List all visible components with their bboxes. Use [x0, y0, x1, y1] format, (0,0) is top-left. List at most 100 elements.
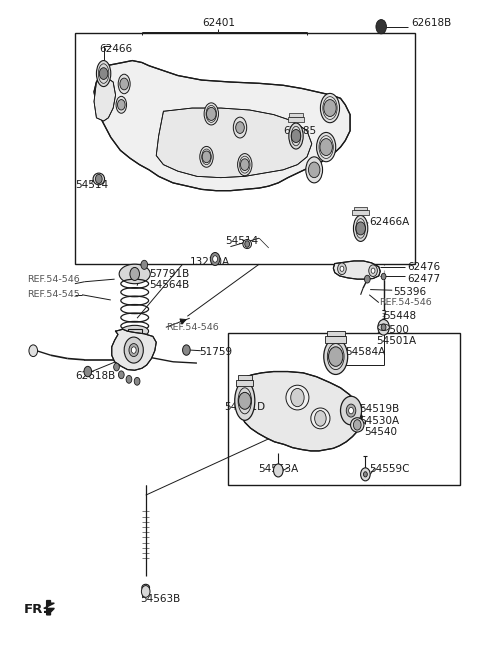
Text: 62466: 62466: [99, 44, 132, 55]
Text: REF.54-546: REF.54-546: [379, 298, 432, 307]
Circle shape: [360, 468, 370, 481]
Circle shape: [134, 378, 140, 385]
Text: REF.54-546: REF.54-546: [166, 323, 218, 332]
Circle shape: [114, 363, 120, 371]
Circle shape: [376, 20, 386, 34]
Text: 54501A: 54501A: [376, 336, 417, 346]
Circle shape: [346, 404, 356, 417]
Circle shape: [353, 420, 361, 430]
Circle shape: [236, 122, 244, 134]
Circle shape: [119, 371, 124, 379]
Circle shape: [369, 265, 377, 276]
Text: 54564B: 54564B: [149, 280, 189, 290]
Circle shape: [291, 389, 304, 407]
Ellipse shape: [93, 173, 105, 185]
Circle shape: [245, 241, 250, 247]
Circle shape: [381, 324, 386, 331]
Bar: [326, 331, 345, 336]
Text: 62401: 62401: [202, 18, 235, 29]
Ellipse shape: [317, 132, 336, 162]
Circle shape: [118, 100, 125, 110]
Circle shape: [315, 411, 326, 426]
Ellipse shape: [235, 381, 255, 421]
Ellipse shape: [378, 324, 389, 331]
Circle shape: [141, 260, 148, 269]
Ellipse shape: [311, 408, 330, 429]
Ellipse shape: [324, 338, 348, 374]
Text: 13270A: 13270A: [190, 258, 230, 267]
Circle shape: [29, 345, 37, 357]
Ellipse shape: [243, 239, 252, 248]
Circle shape: [291, 130, 301, 143]
Circle shape: [309, 162, 320, 177]
Circle shape: [206, 108, 216, 121]
Ellipse shape: [306, 157, 323, 183]
Text: 54519B: 54519B: [359, 404, 399, 413]
Circle shape: [274, 464, 283, 477]
Circle shape: [239, 393, 251, 409]
Polygon shape: [112, 329, 156, 370]
Polygon shape: [94, 79, 116, 121]
Text: 54500: 54500: [376, 325, 409, 335]
Circle shape: [378, 319, 389, 335]
Ellipse shape: [116, 96, 127, 113]
Circle shape: [202, 151, 211, 163]
Circle shape: [124, 337, 144, 363]
Text: 62618B: 62618B: [411, 18, 452, 29]
Polygon shape: [240, 372, 362, 451]
Circle shape: [120, 78, 129, 90]
Text: 62466A: 62466A: [369, 217, 409, 227]
Bar: [75, 33, 415, 264]
Ellipse shape: [233, 117, 247, 138]
Circle shape: [182, 345, 190, 355]
Bar: [228, 333, 460, 485]
Circle shape: [96, 174, 102, 183]
Circle shape: [142, 585, 150, 597]
Circle shape: [324, 100, 336, 117]
Ellipse shape: [121, 325, 149, 337]
Text: REF.54-546: REF.54-546: [27, 274, 80, 284]
Circle shape: [84, 366, 92, 377]
Polygon shape: [94, 61, 350, 190]
Text: 62485: 62485: [283, 126, 316, 136]
Ellipse shape: [142, 584, 150, 591]
Circle shape: [340, 396, 361, 425]
Circle shape: [240, 159, 249, 171]
Circle shape: [213, 256, 217, 262]
Text: 54584A: 54584A: [345, 347, 385, 357]
Ellipse shape: [204, 103, 218, 125]
Bar: [354, 207, 367, 210]
Ellipse shape: [353, 215, 368, 241]
Text: 54551D: 54551D: [225, 402, 266, 412]
Ellipse shape: [350, 418, 364, 432]
Bar: [288, 117, 304, 122]
Text: 54563B: 54563B: [141, 594, 180, 604]
Circle shape: [130, 267, 140, 280]
Ellipse shape: [321, 93, 339, 123]
Bar: [352, 210, 369, 215]
Circle shape: [132, 347, 136, 353]
Text: 54530A: 54530A: [359, 416, 399, 426]
Ellipse shape: [286, 385, 309, 410]
Bar: [289, 113, 303, 117]
Polygon shape: [44, 600, 54, 615]
Ellipse shape: [289, 123, 303, 149]
Circle shape: [364, 275, 370, 283]
Ellipse shape: [118, 74, 130, 94]
Circle shape: [328, 347, 343, 366]
Circle shape: [126, 376, 132, 383]
Polygon shape: [156, 108, 312, 177]
Circle shape: [371, 268, 375, 273]
Ellipse shape: [127, 346, 143, 352]
Text: 62618B: 62618B: [75, 371, 115, 381]
Bar: [325, 336, 346, 343]
Text: 54514: 54514: [226, 237, 259, 246]
Circle shape: [320, 139, 332, 156]
Circle shape: [129, 344, 139, 357]
Text: 62476: 62476: [408, 263, 441, 273]
Circle shape: [356, 222, 365, 235]
Ellipse shape: [96, 61, 111, 87]
Text: 51759: 51759: [199, 347, 232, 357]
Text: 54553A: 54553A: [258, 464, 299, 474]
Circle shape: [99, 68, 108, 80]
